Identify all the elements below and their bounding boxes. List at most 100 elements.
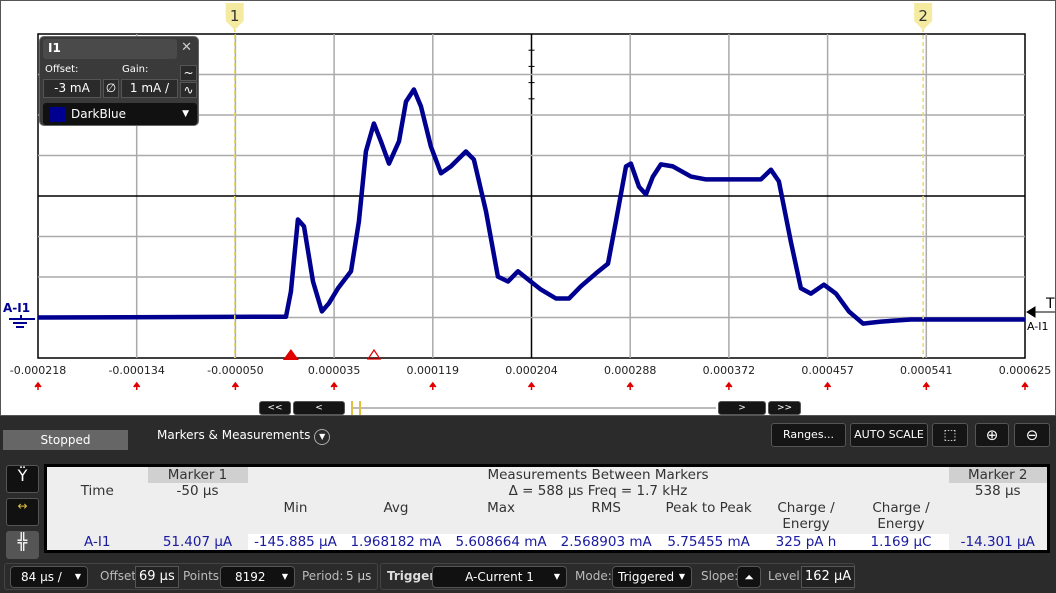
row-avg: 1.968182 mA	[343, 534, 449, 552]
points-value: 8192	[235, 570, 266, 584]
scroll-right-button[interactable]: >	[718, 401, 766, 415]
row-charge2: 1.169 µC	[853, 534, 949, 552]
marker-span-icon[interactable]: ↔	[6, 498, 39, 526]
level-label: Level:	[768, 569, 804, 583]
trigger-label: T	[1045, 296, 1055, 312]
timebase-value: 84 µs /	[21, 570, 62, 584]
waveform-icon[interactable]: ∿	[180, 82, 197, 98]
color-dropdown[interactable]: DarkBlue ▼	[43, 103, 197, 125]
color-name: DarkBlue	[71, 107, 127, 121]
tick-arrow-icon	[922, 381, 930, 390]
chevron-down-icon: ▼	[314, 429, 331, 445]
scroll-first-button[interactable]: <<	[259, 401, 291, 415]
zoom-out-icon[interactable]: ⊖	[1014, 423, 1050, 447]
x-tick-label: -0.000134	[108, 364, 165, 377]
col-min: Min	[283, 500, 308, 516]
auto-scale-button[interactable]: AUTO SCALE	[850, 423, 928, 447]
x-tick-label: 0.000288	[603, 364, 657, 377]
markers-measurements-toggle[interactable]: Markers & Measurements ▼	[157, 428, 331, 445]
scroll-track[interactable]	[351, 407, 716, 409]
x-tick-label: 0.000372	[702, 364, 756, 377]
measurements-table: Marker 1 Measurements Between Markers Mark…	[44, 464, 1050, 553]
tick-arrow-icon	[133, 381, 141, 390]
delta-freq: Δ = 588 µs Freq = 1.7 kHz	[508, 483, 688, 499]
timebase-dropdown[interactable]: 84 µs / ▼	[10, 566, 88, 588]
marker2-flag	[914, 3, 933, 30]
color-swatch	[50, 107, 65, 122]
plot-canvas[interactable]: 1 2 T A-I1 A-I1	[1, 1, 1056, 417]
tick-arrow-icon	[34, 381, 42, 390]
points-label: Points:	[183, 569, 224, 583]
trigger-source-dropdown[interactable]: A-Current 1 ▼	[432, 566, 567, 588]
grid-markers-icon[interactable]: ╬	[6, 531, 39, 559]
probe-icon[interactable]: Ϋ	[6, 465, 39, 493]
section-title: Markers & Measurements	[157, 428, 311, 442]
x-tick-label: -0.000050	[207, 364, 264, 377]
points-dropdown[interactable]: 8192 ▼	[220, 566, 295, 588]
close-icon[interactable]: ✕	[181, 40, 192, 55]
trigger-channel-label: A-I1	[1027, 320, 1049, 333]
tick-arrow-icon	[626, 381, 634, 390]
mode-dropdown[interactable]: Triggered ▼	[612, 566, 692, 588]
chevron-down-icon: ▼	[553, 572, 560, 581]
tick-arrow-icon	[527, 381, 536, 390]
period-label: Period:	[302, 569, 344, 583]
x-tick-label: 0.000119	[406, 364, 460, 377]
row-marker2: -14.301 µA	[948, 534, 1049, 552]
row-marker1: 51.407 µA	[147, 534, 248, 552]
status-indicator: Stopped	[3, 430, 128, 450]
scroll-last-button[interactable]: >>	[768, 401, 801, 415]
marker1-label: 1	[230, 7, 240, 25]
gain-label: Gain:	[122, 64, 149, 75]
x-tick-label: 0.000457	[801, 364, 854, 377]
offset-field[interactable]: -3 mA	[43, 79, 101, 98]
offset-label: Offset:	[100, 569, 141, 583]
row-p2p: 5.75455 mA	[658, 534, 759, 552]
col-avg: Avg	[383, 500, 409, 516]
table-row: A-I1 51.407 µA -145.885 µA 1.968182 mA 5…	[45, 534, 1049, 552]
marker1-flag	[225, 3, 244, 30]
tick-arrow-icon	[231, 381, 239, 390]
time-label: Time	[80, 483, 114, 499]
offset-input[interactable]: 69 µs	[135, 566, 179, 588]
zoom-in-icon[interactable]: ⊕	[975, 423, 1009, 447]
ground-icon	[9, 315, 35, 328]
tick-arrow-icon	[1021, 381, 1029, 390]
oscilloscope-plot[interactable]: 1 2 T A-I1 A-I1 -0.000218 -0.000134 -0.000050 0…	[0, 0, 1056, 416]
slope-rising-icon[interactable]: ⏶	[737, 566, 761, 588]
col-p2p: Peak to Peak	[665, 500, 752, 516]
zero-icon[interactable]: ∅	[103, 79, 119, 98]
scroll-left-button[interactable]: <	[293, 401, 345, 415]
between-header: Measurements Between Markers	[487, 467, 709, 483]
ac-coupling-icon[interactable]: ~	[180, 65, 197, 81]
gain-field[interactable]: 1 mA /	[121, 79, 178, 98]
channel-label: A-I1	[3, 301, 30, 315]
mode-label: Mode:	[575, 569, 612, 583]
offset-label: Offset:	[45, 64, 79, 75]
chevron-down-icon: ▼	[74, 572, 81, 581]
col-rms: RMS	[591, 500, 621, 516]
row-rms: 2.568903 mA	[553, 534, 659, 552]
x-tick-label: 0.000035	[307, 364, 361, 377]
zoom-region-icon[interactable]: ⬚	[932, 423, 968, 447]
marker1-header: Marker 1	[147, 465, 248, 483]
x-tick-label: 0.000204	[505, 364, 558, 377]
offset-marker	[366, 348, 382, 360]
x-tick-label: 0.000541	[900, 364, 953, 377]
row-channel: A-I1	[45, 534, 148, 552]
waveform-trace	[37, 87, 1025, 326]
row-min: -145.885 µA	[247, 534, 344, 552]
row-charge1: 325 pA h	[758, 534, 854, 552]
slope-label: Slope:	[701, 569, 739, 583]
chevron-down-icon: ▼	[182, 109, 189, 119]
trigger-source-value: A-Current 1	[465, 570, 534, 584]
trigger-position-marker	[282, 349, 299, 360]
channel-panel: I1 ✕ Offset: Gain: -3 mA ∅ 1 mA / ~ ∿ Da…	[39, 36, 199, 126]
trigger-level-arrow	[1026, 306, 1055, 318]
trigger-label: Trigger	[387, 569, 436, 583]
chevron-down-icon: ▼	[678, 572, 685, 581]
level-input[interactable]: 162 µA	[801, 566, 856, 588]
scroll-thumb[interactable]	[351, 401, 361, 415]
tick-arrow-icon	[824, 381, 832, 390]
ranges-button[interactable]: Ranges...	[771, 423, 846, 447]
